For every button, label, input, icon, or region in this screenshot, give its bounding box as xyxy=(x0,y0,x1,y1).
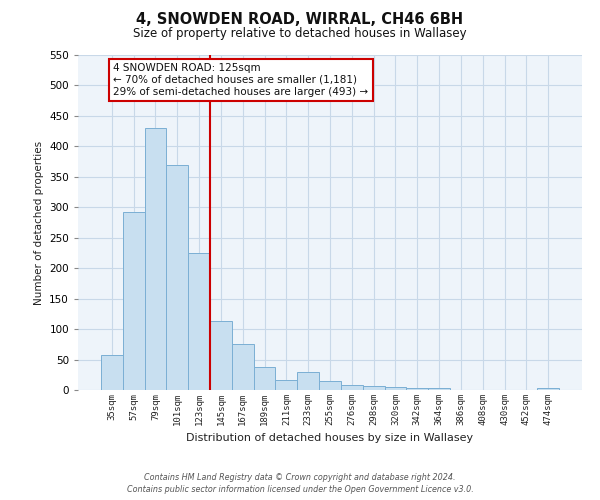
Bar xyxy=(275,380,297,390)
Text: 4 SNOWDEN ROAD: 125sqm
← 70% of detached houses are smaller (1,181)
29% of semi-: 4 SNOWDEN ROAD: 125sqm ← 70% of detached… xyxy=(113,64,368,96)
Bar xyxy=(385,387,406,390)
Bar xyxy=(363,386,385,390)
Bar xyxy=(188,253,210,390)
Bar xyxy=(406,388,428,390)
Bar xyxy=(232,344,254,390)
X-axis label: Distribution of detached houses by size in Wallasey: Distribution of detached houses by size … xyxy=(187,434,473,444)
Y-axis label: Number of detached properties: Number of detached properties xyxy=(34,140,44,304)
Bar xyxy=(428,388,450,390)
Text: 4, SNOWDEN ROAD, WIRRAL, CH46 6BH: 4, SNOWDEN ROAD, WIRRAL, CH46 6BH xyxy=(136,12,464,28)
Text: Size of property relative to detached houses in Wallasey: Size of property relative to detached ho… xyxy=(133,28,467,40)
Bar xyxy=(319,381,341,390)
Bar xyxy=(123,212,145,390)
Bar xyxy=(537,388,559,390)
Bar xyxy=(254,367,275,390)
Text: Contains HM Land Registry data © Crown copyright and database right 2024.
Contai: Contains HM Land Registry data © Crown c… xyxy=(127,472,473,494)
Bar xyxy=(341,385,363,390)
Bar xyxy=(210,321,232,390)
Bar xyxy=(101,356,123,390)
Bar xyxy=(166,164,188,390)
Bar xyxy=(297,372,319,390)
Bar xyxy=(145,128,166,390)
